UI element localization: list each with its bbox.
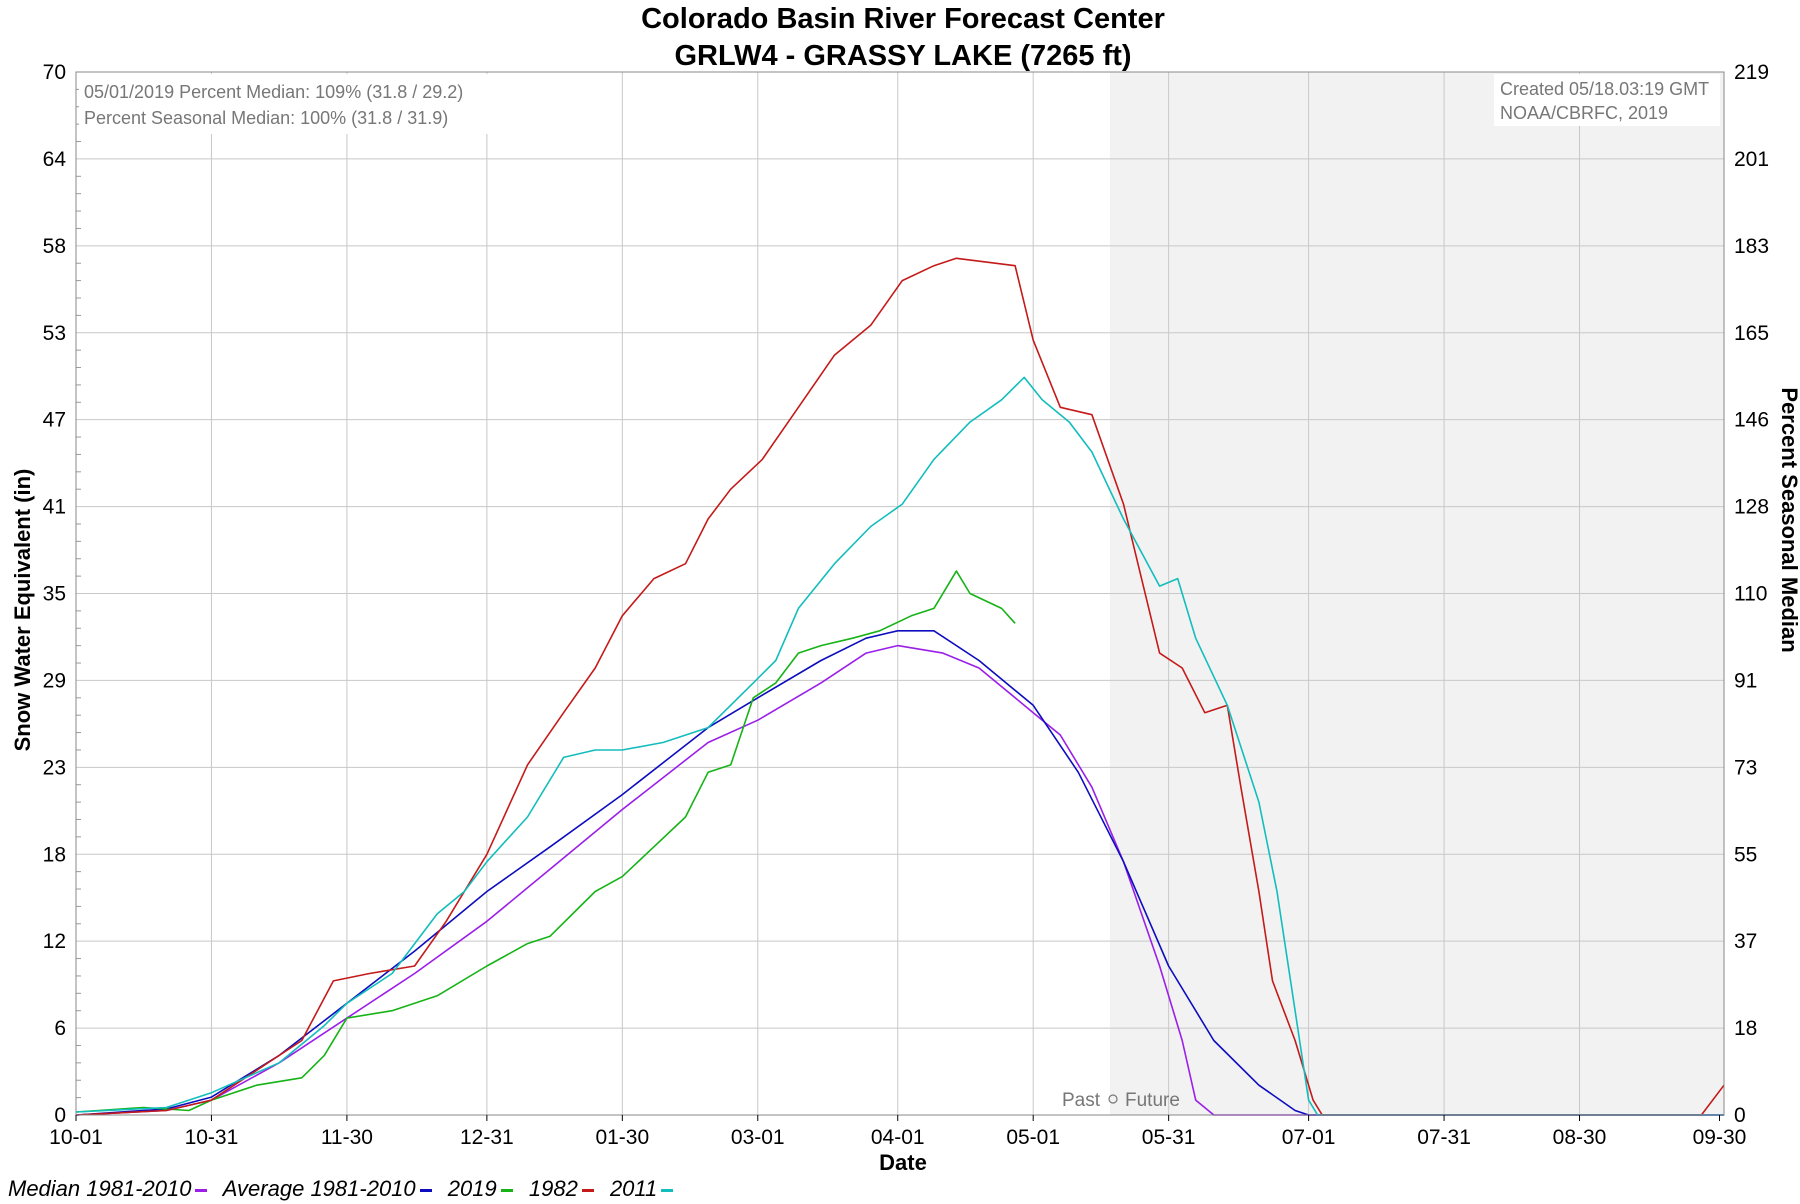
legend-item-2019: 2019: [448, 1176, 517, 1201]
past-future-marker-icon: [1108, 1094, 1118, 1104]
y-tick-label-left: 23: [43, 756, 66, 779]
legend-label-2019: 2019: [447, 1176, 497, 1201]
legend-swatch-average: [419, 1188, 432, 1192]
y-tick-label-left: 70: [43, 61, 66, 84]
legend-label-2011: 2011: [609, 1176, 658, 1201]
x-tick-label: 07-31: [1417, 1126, 1471, 1149]
legend: Median 1981-2010 Average 1981-2010 2019 …: [8, 1176, 683, 1204]
y-tick-label-right: 73: [1734, 756, 1757, 779]
y-tick-label-right: 201: [1734, 148, 1769, 171]
x-tick-label: 10-01: [49, 1126, 103, 1149]
legend-label-median: Median 1981-2010: [8, 1176, 192, 1201]
legend-label-1982: 1982: [528, 1176, 578, 1201]
x-tick-label: 08-30: [1553, 1126, 1607, 1149]
y-tick-label-right: 55: [1734, 843, 1757, 866]
legend-swatch-2019: [500, 1188, 513, 1192]
y-axis-right-label: Percent Seasonal Median: [1777, 387, 1800, 652]
x-tick-label: 05-01: [1006, 1126, 1060, 1149]
y-tick-label-left: 18: [43, 843, 66, 866]
x-tick-label: 11-30: [321, 1126, 373, 1149]
y-tick-label-right: 91: [1734, 669, 1757, 692]
x-tick-label: 05-31: [1142, 1126, 1196, 1149]
y-tick-label-left: 64: [43, 148, 67, 171]
y-axis-left-ticks: 0 6 12 18 23 29 35 41 47 53 58 64 70: [43, 61, 67, 1127]
y-tick-label-right: 183: [1734, 235, 1769, 258]
y-tick-label-left: 47: [43, 409, 66, 432]
legend-swatch-1982: [581, 1188, 594, 1192]
x-tick-label: 10-31: [185, 1126, 239, 1149]
y-tick-label-right: 37: [1734, 930, 1757, 953]
legend-item-2011: 2011: [610, 1176, 677, 1201]
percent-median-text: 05/01/2019 Percent Median: 109% (31.8 / …: [84, 82, 463, 102]
series-line-2019: [75, 570, 1016, 1113]
noaa-credit-text: NOAA/CBRFC, 2019: [1500, 103, 1668, 123]
y-tick-label-left: 0: [54, 1104, 66, 1127]
y-tick-label-left: 53: [43, 322, 66, 345]
y-axis-right-ticks: 0 18 37 55 73 91 110 128 146 165 183 201 219: [1734, 61, 1769, 1127]
series-group: [75, 257, 1725, 1116]
legend-swatch-2011: [661, 1188, 674, 1192]
y-tick-label-left: 6: [54, 1017, 66, 1040]
y-tick-label-left: 29: [43, 669, 66, 692]
chart-subtitle: GRLW4 - GRASSY LAKE (7265 ft): [674, 40, 1131, 72]
series-line-1982: [75, 257, 1725, 1116]
legend-item-average: Average 1981-2010: [223, 1176, 436, 1201]
legend-swatch-median: [195, 1188, 208, 1192]
y-tick-label-left: 58: [43, 235, 66, 258]
y-tick-label-right: 146: [1734, 409, 1769, 432]
x-tick-label: 03-01: [731, 1126, 785, 1149]
y-tick-label-right: 219: [1734, 61, 1769, 84]
created-annotation: Created 05/18.03:19 GMT NOAA/CBRFC, 2019: [1494, 74, 1720, 126]
legend-label-average: Average 1981-2010: [222, 1176, 416, 1201]
y-tick-label-right: 110: [1734, 583, 1767, 606]
legend-item-median: Median 1981-2010: [8, 1176, 211, 1201]
x-tick-label: 09-30: [1693, 1126, 1747, 1149]
y-axis-left-label: Snow Water Equivalent (in): [10, 469, 35, 752]
y-tick-label-right: 165: [1734, 322, 1769, 345]
x-axis-ticks: 10-01 10-31 11-30 12-31 01-30 03-01 04-01 05-01…: [49, 1115, 1746, 1149]
legend-item-1982: 1982: [529, 1176, 598, 1201]
percent-median-annotation: 05/01/2019 Percent Median: 109% (31.8 / …: [79, 74, 549, 134]
y-tick-label-right: 0: [1734, 1104, 1746, 1127]
past-label: Past: [1062, 1090, 1101, 1111]
chart-title: Colorado Basin River Forecast Center: [641, 3, 1165, 35]
future-label: Future: [1125, 1090, 1180, 1111]
y-tick-label-right: 18: [1734, 1017, 1757, 1040]
x-tick-label: 01-30: [595, 1126, 649, 1149]
y-tick-label-left: 35: [43, 583, 66, 606]
grid-lines: [76, 72, 1724, 1115]
series-line-2011: [75, 376, 1724, 1116]
x-tick-label: 07-01: [1282, 1126, 1336, 1149]
y-tick-label-right: 128: [1734, 496, 1769, 519]
x-axis-label: Date: [879, 1150, 927, 1175]
created-text: Created 05/18.03:19 GMT: [1500, 79, 1709, 99]
percent-seasonal-median-text: Percent Seasonal Median: 100% (31.8 / 31…: [84, 108, 448, 128]
y-tick-label-left: 12: [43, 930, 66, 953]
y-tick-label-left: 41: [43, 496, 66, 519]
x-tick-label: 12-31: [460, 1126, 514, 1149]
plot-frame: [75, 71, 1725, 1116]
x-tick-label: 04-01: [871, 1126, 925, 1149]
